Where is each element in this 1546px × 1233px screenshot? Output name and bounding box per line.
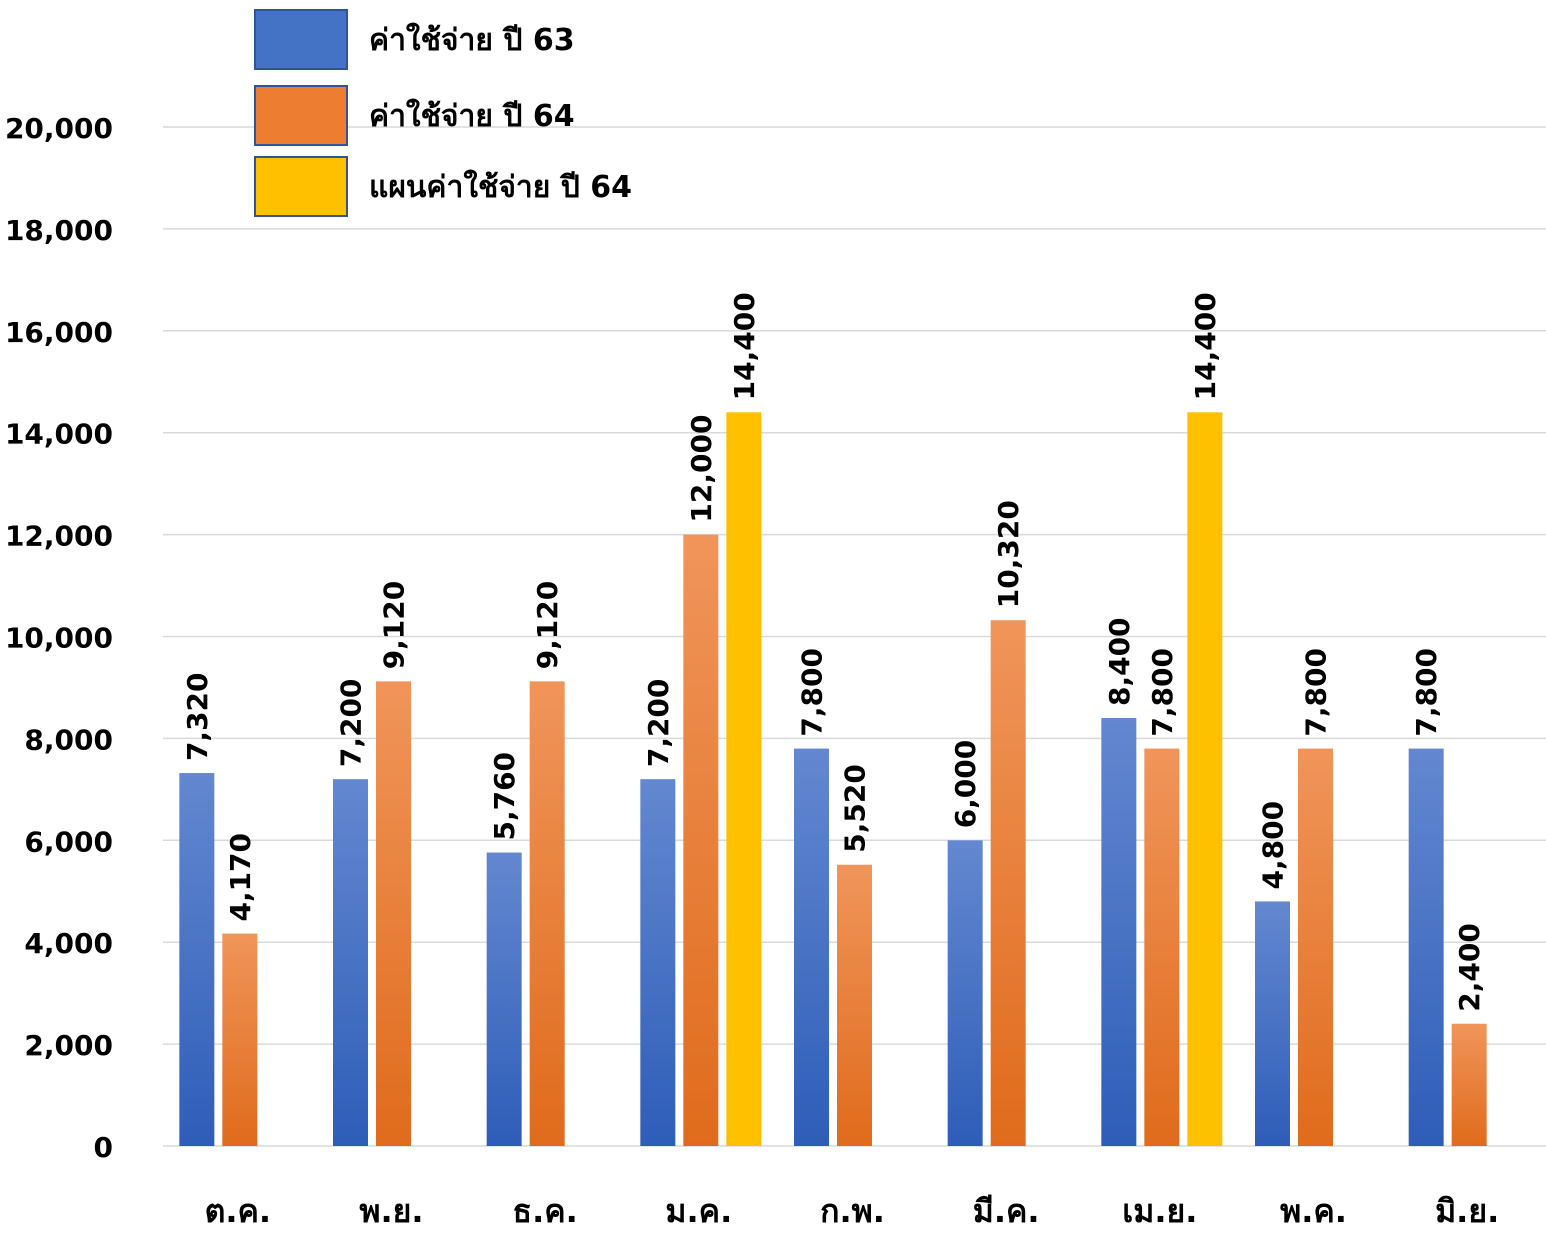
x-tick-label: มิ.ย. xyxy=(1435,1192,1499,1228)
bar xyxy=(222,933,258,1146)
x-tick-label: ก.พ. xyxy=(820,1192,885,1228)
y-tick-label: 10,000 xyxy=(5,622,113,655)
bar xyxy=(486,852,522,1146)
x-tick-label: ม.ค. xyxy=(665,1192,732,1228)
data-label: 7,200 xyxy=(335,679,368,768)
y-tick-label: 4,000 xyxy=(24,927,113,960)
y-tick-label: 14,000 xyxy=(5,418,113,451)
data-labels: 7,320 4,170 7,200 9,120 5,760 9,120 7,200 12,00… xyxy=(181,292,1486,1011)
data-label: 7,800 xyxy=(796,648,829,737)
y-tick-label: 16,000 xyxy=(5,316,113,349)
data-label: 7,800 xyxy=(1300,648,1333,737)
bar xyxy=(529,681,565,1146)
bar xyxy=(794,748,829,1146)
data-label: 12,000 xyxy=(685,415,718,523)
data-label: 2,400 xyxy=(1453,923,1486,1012)
bar xyxy=(683,534,719,1146)
bar xyxy=(1101,718,1137,1146)
bar xyxy=(947,840,983,1146)
data-label: 7,200 xyxy=(642,679,675,768)
legend: ค่าใช้จ่าย ปี 63 ค่าใช้จ่าย ปี 64 แผนค่าใช… xyxy=(254,9,632,217)
data-label: 8,400 xyxy=(1103,617,1136,706)
y-tick-label: 6,000 xyxy=(24,825,113,858)
bar xyxy=(1408,748,1444,1146)
data-label: 6,000 xyxy=(949,740,982,829)
legend-label: ค่าใช้จ่าย ปี 64 xyxy=(369,98,575,134)
y-tick-label: 2,000 xyxy=(24,1029,113,1062)
bar xyxy=(726,412,762,1146)
bar xyxy=(1255,901,1290,1146)
data-label: 14,400 xyxy=(1189,292,1222,400)
data-label: 14,400 xyxy=(728,292,761,400)
legend-swatch xyxy=(254,156,348,217)
bar xyxy=(1298,748,1333,1146)
x-tick-label: พ.ค. xyxy=(1280,1192,1347,1228)
data-label: 7,320 xyxy=(181,672,214,761)
data-label: 5,760 xyxy=(488,752,521,841)
data-label: 9,120 xyxy=(531,581,564,670)
y-tick-label: 8,000 xyxy=(24,723,113,756)
legend-label: แผนค่าใช้จ่าย ปี 64 xyxy=(369,169,632,205)
bar xyxy=(640,779,676,1146)
y-tick-label: 12,000 xyxy=(5,520,113,553)
bar xyxy=(1144,748,1180,1146)
data-label: 10,320 xyxy=(992,500,1025,608)
y-axis-ticks: 0 2,000 4,000 6,000 8,000 10,000 12,000 14,000 1… xyxy=(5,112,113,1164)
x-tick-label: เม.ย. xyxy=(1122,1192,1197,1228)
bar xyxy=(376,681,411,1146)
x-tick-label: มี.ค. xyxy=(973,1192,1040,1228)
bar xyxy=(1187,412,1223,1146)
bar xyxy=(333,779,368,1146)
legend-swatch xyxy=(254,9,348,70)
x-tick-label: ต.ค. xyxy=(205,1192,272,1228)
x-tick-label: ธ.ค. xyxy=(513,1192,578,1228)
bar xyxy=(837,864,872,1146)
legend-label: ค่าใช้จ่าย ปี 63 xyxy=(369,22,575,58)
y-tick-label: 18,000 xyxy=(5,214,113,247)
data-label: 7,800 xyxy=(1146,648,1179,737)
bar xyxy=(1451,1023,1487,1146)
bar xyxy=(179,773,215,1146)
bar xyxy=(990,620,1026,1146)
bars xyxy=(179,412,1487,1146)
x-axis-ticks: ต.ค. พ.ย. ธ.ค. ม.ค. ก.พ. มี.ค. เม.ย. พ.ค. มิ.ย. xyxy=(205,1192,1500,1230)
y-tick-label: 20,000 xyxy=(5,112,113,145)
data-label: 5,520 xyxy=(839,764,872,853)
x-tick-label: พ.ย. xyxy=(359,1192,423,1228)
data-label: 4,170 xyxy=(224,833,257,922)
legend-swatch xyxy=(254,85,348,146)
data-label: 9,120 xyxy=(378,581,411,670)
data-label: 4,800 xyxy=(1257,801,1290,890)
data-label: 7,800 xyxy=(1410,648,1443,737)
y-tick-label: 0 xyxy=(94,1131,113,1164)
